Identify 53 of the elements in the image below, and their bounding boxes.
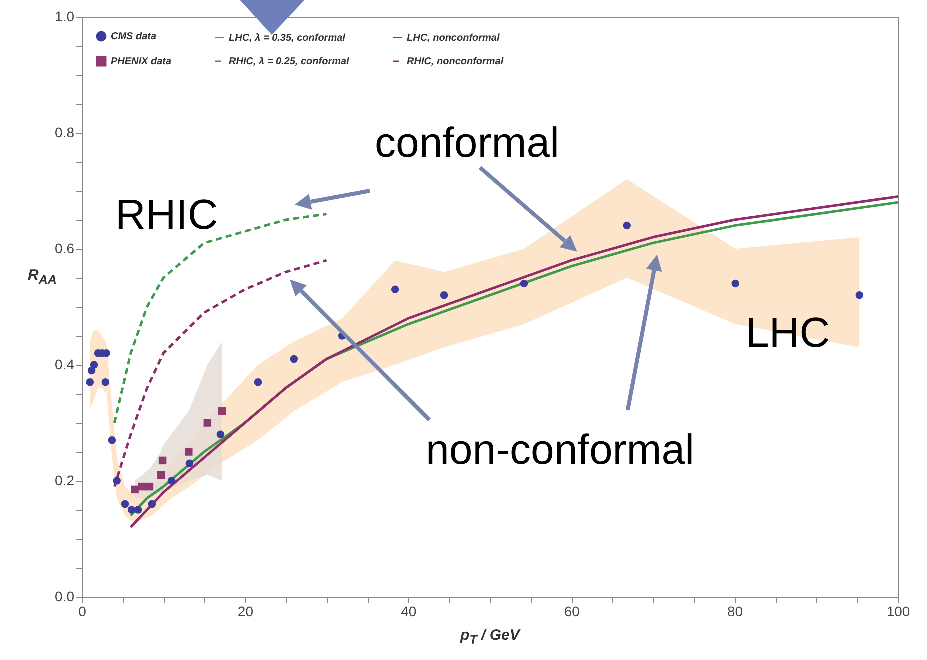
point: [158, 456, 167, 465]
legend-label: LHC, λ = 0.35, conformal: [229, 32, 346, 44]
line-series: [113, 259, 328, 488]
y-tick-label: 0.0: [55, 588, 75, 604]
point: [185, 448, 193, 456]
point: [90, 361, 98, 369]
x-tick-label: 100: [886, 604, 910, 620]
point: [134, 506, 142, 514]
point: [157, 471, 166, 480]
x-tick-label: 40: [401, 604, 417, 620]
point: [732, 280, 740, 288]
legend-label: RHIC, λ = 0.25, conformal: [229, 56, 350, 68]
annotation: non-conformal: [426, 426, 694, 473]
point: [138, 482, 146, 491]
point: [254, 378, 262, 386]
point: [131, 486, 139, 494]
annotation: LHC: [746, 309, 830, 356]
x-axis-title: p$_{T}$ / GeV: [460, 627, 520, 647]
point: [113, 477, 121, 485]
x-tick-label: 0: [78, 604, 87, 620]
point: [146, 482, 154, 491]
point: [128, 506, 136, 514]
x-tick-label: 20: [238, 604, 254, 620]
legend-label: LHC, nonconformal: [407, 32, 500, 44]
point: [391, 286, 400, 294]
annotation: RHIC: [116, 191, 218, 238]
point: [86, 378, 94, 386]
point: [856, 292, 864, 300]
x-tick-label: 80: [728, 604, 744, 620]
y-axis-title: R$_{AA}$: [28, 267, 57, 287]
point: [148, 500, 156, 508]
y-tick-label: 1.0: [55, 8, 75, 24]
legend-label: PHENIX data: [111, 56, 172, 68]
point: [520, 280, 528, 288]
y-tick-label: 0.4: [55, 356, 75, 372]
point: [218, 408, 226, 416]
legend-label: RHIC, nonconformal: [407, 56, 504, 68]
point: [290, 355, 298, 364]
y-tick-label: 0.8: [55, 124, 75, 140]
x-tick-label: 60: [564, 604, 580, 620]
point: [440, 292, 448, 300]
point: [623, 222, 631, 230]
point: [102, 378, 110, 386]
point: [204, 419, 212, 427]
point: [108, 436, 116, 444]
y-tick-label: 0.6: [55, 240, 75, 256]
point: [168, 477, 176, 485]
annotation: conformal: [375, 119, 560, 166]
point: [216, 430, 225, 438]
y-tick-label: 0.2: [55, 472, 75, 488]
point: [186, 460, 194, 468]
legend-label: CMS data: [111, 32, 157, 43]
point: [121, 500, 130, 508]
